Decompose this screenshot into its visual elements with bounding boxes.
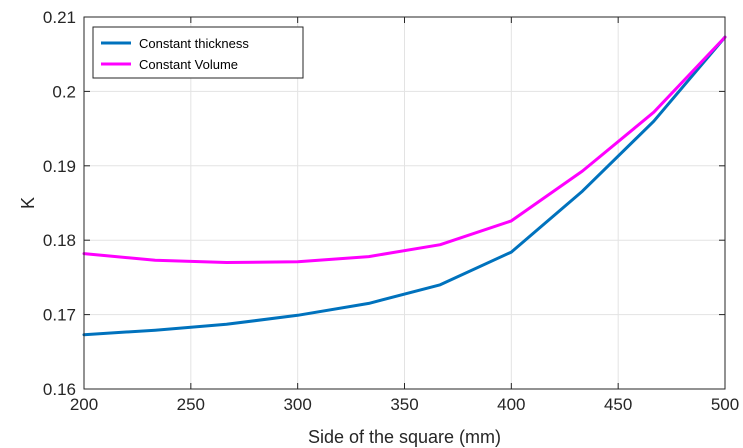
y-tick-label: 0.2 <box>52 82 76 101</box>
legend: Constant thickness Constant Volume <box>92 26 304 79</box>
tick-labels: 200 250 300 350 400 450 500 0.16 0.17 0.18 0.19 0.2… <box>43 8 739 414</box>
legend-label-2: Constant Volume <box>139 57 238 72</box>
axes-box <box>83 16 726 390</box>
y-tick-label: 0.17 <box>43 306 76 325</box>
series-line-1 <box>82 35 727 337</box>
x-tick-label: 500 <box>711 395 739 414</box>
x-tick-label: 250 <box>177 395 205 414</box>
y-tick-label: 0.19 <box>43 157 76 176</box>
y-tick-label: 0.18 <box>43 231 76 250</box>
x-tick-label: 300 <box>283 395 311 414</box>
legend-box <box>92 26 304 79</box>
y-axis-label: K <box>18 197 38 209</box>
series-line-2 <box>82 35 727 264</box>
legend-label-1: Constant thickness <box>139 36 249 51</box>
x-tick-label: 450 <box>604 395 632 414</box>
x-tick-label: 200 <box>70 395 98 414</box>
series-lines <box>82 35 727 337</box>
x-axis-label: Side of the square (mm) <box>308 427 501 447</box>
x-tick-label: 400 <box>497 395 525 414</box>
y-tick-label: 0.21 <box>43 8 76 27</box>
y-tick-label: 0.16 <box>43 380 76 399</box>
x-tick-label: 350 <box>390 395 418 414</box>
